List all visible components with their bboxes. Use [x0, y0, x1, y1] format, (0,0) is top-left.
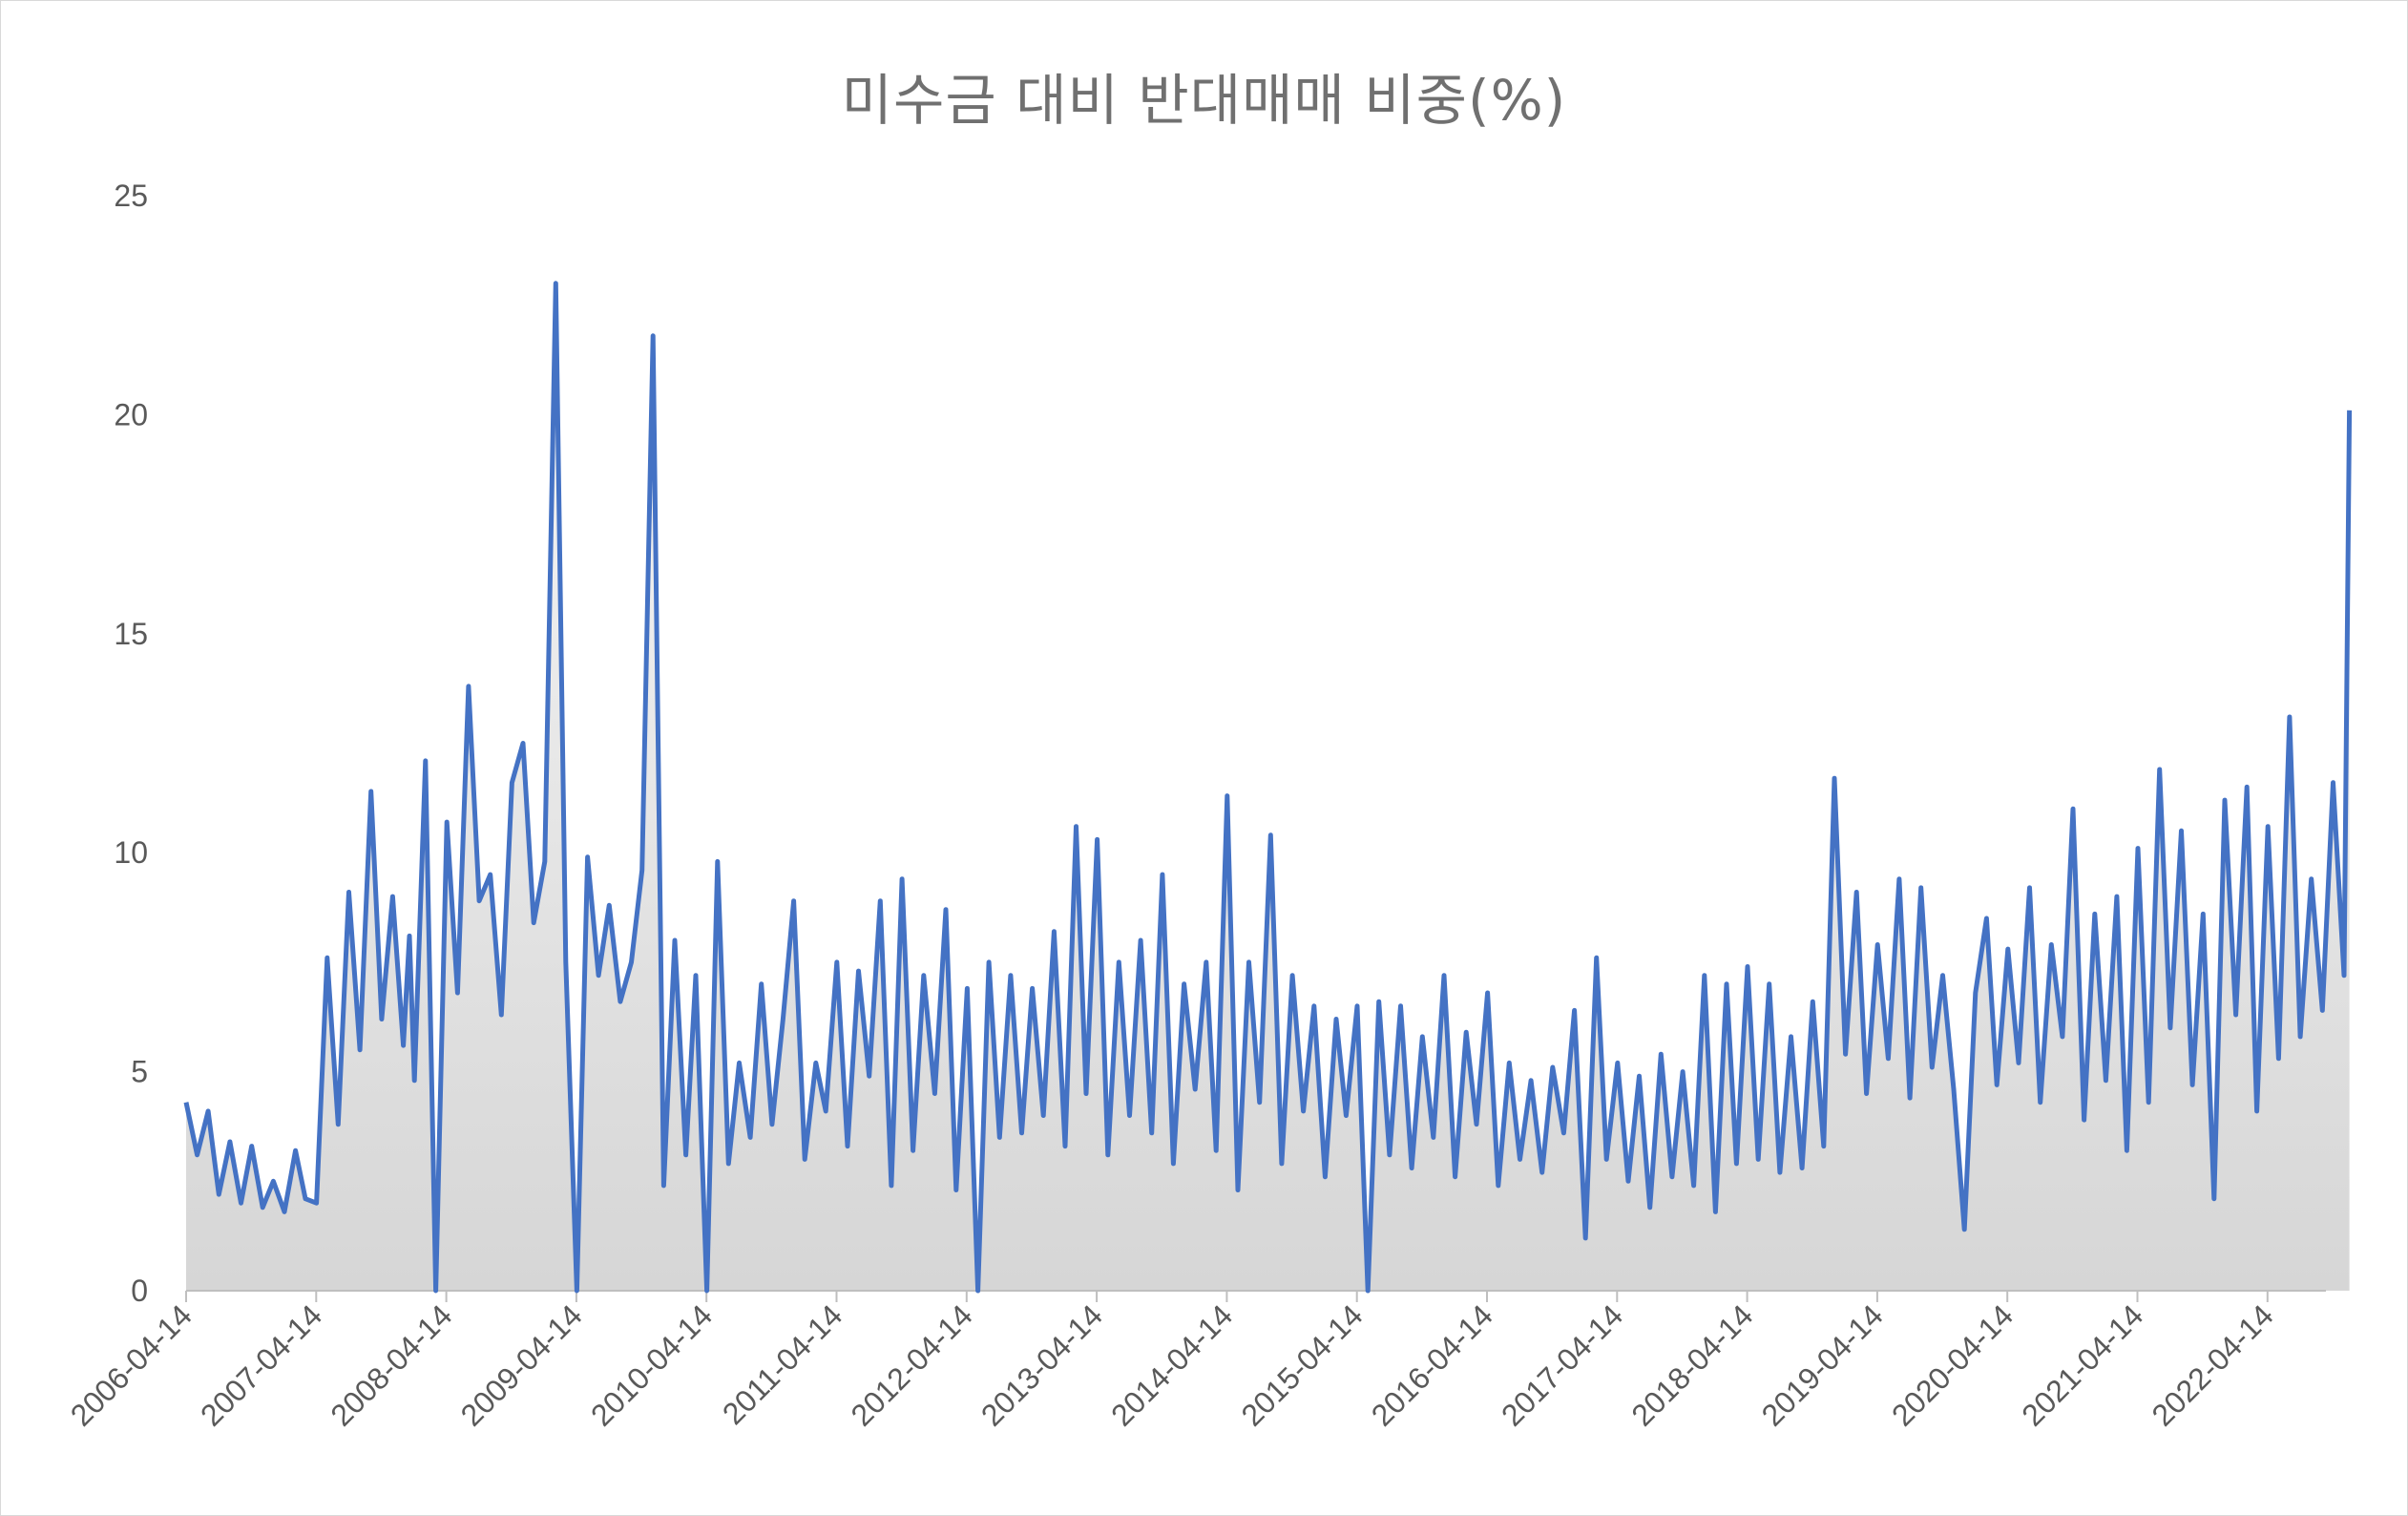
x-tick-label: 2013-04-14: [974, 1297, 1109, 1432]
axis-layer: [185, 1290, 2326, 1302]
x-tick-label: 2008-04-14: [324, 1297, 458, 1432]
series-line: [183, 281, 2353, 1294]
line-layer: [183, 281, 2353, 1294]
x-tick-label: 2019-04-14: [1755, 1297, 1890, 1432]
x-tick-label: 2021-04-14: [2015, 1297, 2149, 1432]
x-tick-label: 2010-04-14: [584, 1297, 719, 1432]
x-tick-label: 2017-04-14: [1495, 1297, 1629, 1432]
x-tick-label: 2018-04-14: [1624, 1297, 1759, 1432]
x-tick-label: 2006-04-14: [64, 1297, 199, 1432]
x-tick-label: 2016-04-14: [1365, 1297, 1499, 1432]
x-tick-label: 2007-04-14: [194, 1297, 328, 1432]
y-tick-label: 10: [114, 835, 148, 870]
x-tick-label: 2012-04-14: [845, 1297, 979, 1432]
x-tick-label: 2020-04-14: [1885, 1297, 2020, 1432]
area-layer: [186, 283, 2350, 1291]
x-tick-label: 2014-04-14: [1104, 1297, 1239, 1432]
y-tick-label: 25: [114, 179, 148, 213]
x-tick-label: 2011-04-14: [716, 1297, 849, 1431]
y-tick-label: 20: [114, 397, 148, 432]
y-tick-label: 5: [131, 1055, 148, 1089]
x-tick-label: 2022-04-14: [2146, 1297, 2280, 1432]
y-tick-label: 15: [114, 617, 148, 651]
chart-title: 미수금 대비 반대매매 비중(%): [841, 68, 1567, 133]
y-tick-label: 0: [131, 1274, 148, 1308]
series-area: [186, 283, 2350, 1291]
x-tick-label: 2015-04-14: [1234, 1297, 1369, 1432]
x-tick-label: 2009-04-14: [454, 1297, 589, 1432]
